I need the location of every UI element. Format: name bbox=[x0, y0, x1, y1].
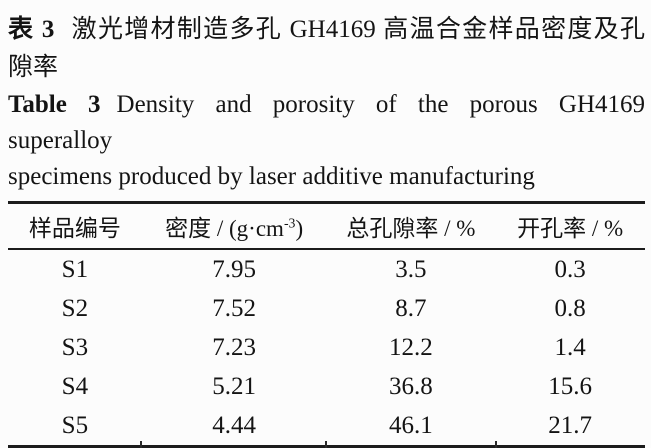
value-cell: 36.8 bbox=[389, 372, 433, 400]
caption-en-line2: specimens produced by laser additive man… bbox=[8, 163, 535, 190]
value-cell: 4.44 bbox=[141, 406, 327, 448]
value-cell: 7.23 bbox=[212, 333, 256, 361]
value-cell: 5.21 bbox=[212, 372, 256, 400]
caption-zh-line1: 表 3 激光增材制造多孔 GH4169 高温合金样品密度及孔 bbox=[8, 11, 645, 49]
caption-zh-line2: 隙率 bbox=[8, 54, 59, 81]
value-cell: 0.3 bbox=[554, 255, 586, 283]
table-row: S4 5.21 36.8 15.6 bbox=[8, 367, 645, 406]
caption-en-line1: Table 3 Density and porosity of the porou… bbox=[8, 87, 645, 159]
table-header-row: 样品编号 密度 / (g·cm-3) 总孔隙率 / % 开孔率 / % bbox=[8, 202, 645, 250]
table-row: S2 7.52 8.7 0.8 bbox=[8, 289, 645, 328]
table-body: S1 7.95 3.5 0.3 S2 7.52 8.7 0.8 S3 7.23 12.2 1.4 S4 5… bbox=[8, 249, 645, 448]
caption-zh-text: 激光增材制造多孔 GH4169 高温合金样品密度及孔 bbox=[70, 16, 645, 43]
column-divider-tick bbox=[495, 441, 497, 448]
value-cell: 8.7 bbox=[395, 294, 427, 322]
table-row: S3 7.23 12.2 1.4 bbox=[8, 328, 645, 367]
specimen-id-cell: S4 bbox=[61, 372, 89, 400]
table-row: S1 7.95 3.5 0.3 bbox=[8, 249, 645, 289]
value-cell: 21.7 bbox=[495, 406, 645, 448]
specimen-id-cell: S3 bbox=[61, 333, 89, 361]
value-cell: 7.95 bbox=[212, 255, 256, 283]
value-cell: 7.52 bbox=[212, 294, 256, 322]
density-porosity-table: 样品编号 密度 / (g·cm-3) 总孔隙率 / % 开孔率 / % S1 7.95 3… bbox=[8, 201, 645, 448]
specimen-id-cell: S2 bbox=[61, 294, 89, 322]
value-cell: 46.1 bbox=[326, 406, 496, 448]
value-cell: 12.2 bbox=[389, 333, 433, 361]
caption-en-text: Density and porosity of the porous GH416… bbox=[8, 91, 645, 154]
table-header: 样品编号 密度 / (g·cm-3) 总孔隙率 / % 开孔率 / % bbox=[8, 202, 645, 250]
caption-en-label: Table 3 bbox=[8, 91, 101, 118]
column-header-4: 开孔率 / % bbox=[495, 202, 645, 250]
specimen-id-cell: S1 bbox=[61, 255, 89, 283]
value-cell: 15.6 bbox=[548, 372, 593, 400]
value-cell: 1.4 bbox=[554, 333, 586, 361]
unit-superscript: -3 bbox=[283, 215, 296, 231]
column-divider-tick bbox=[140, 441, 142, 448]
column-header-3: 总孔隙率 / % bbox=[326, 202, 496, 250]
specimen-id-cell: S5 bbox=[8, 406, 142, 448]
data-table-wrap: 样品编号 密度 / (g·cm-3) 总孔隙率 / % 开孔率 / % S1 7.95 3… bbox=[8, 201, 645, 448]
column-header-2: 密度 / (g·cm-3) bbox=[141, 202, 327, 250]
value-cell: 3.5 bbox=[395, 255, 427, 283]
column-divider-tick bbox=[325, 441, 327, 448]
caption-zh-label: 表 3 bbox=[8, 16, 55, 43]
column-header-1: 样品编号 bbox=[8, 202, 142, 250]
value-cell: 0.8 bbox=[554, 294, 586, 322]
